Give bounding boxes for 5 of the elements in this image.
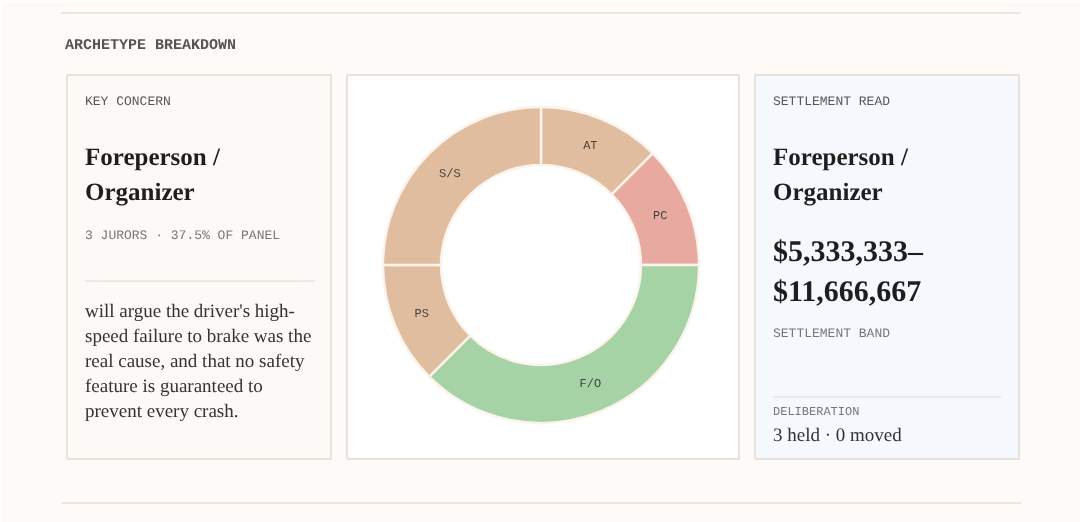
text: Foreperson / Organizer bbox=[773, 143, 909, 206]
text: $5,333,333– $11,666,667 bbox=[773, 237, 924, 309]
text: 3 held · 0 moved bbox=[773, 427, 903, 447]
text: Foreperson / Organizer bbox=[85, 143, 221, 206]
text: will argue the driver's high-speed failure to brake was the real cause, and that no safety feature is guaranteed to prevent every crash. bbox=[85, 303, 312, 423]
